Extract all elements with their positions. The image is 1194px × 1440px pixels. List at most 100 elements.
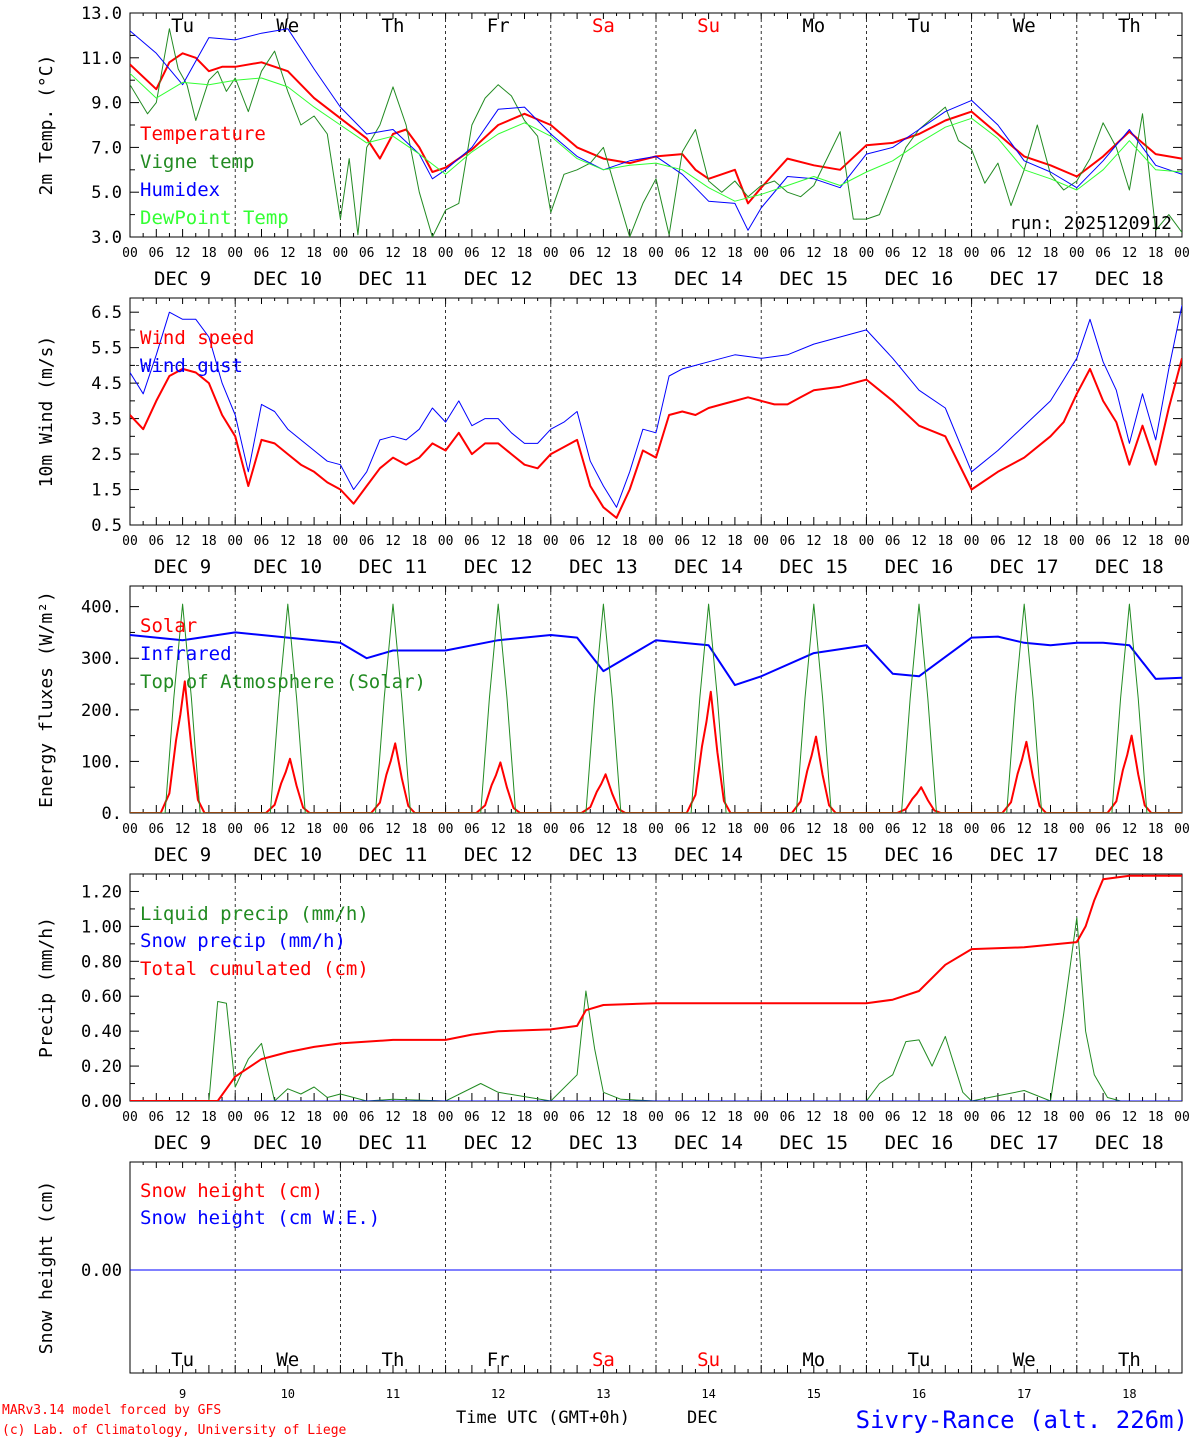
hour-tick-label: 12 [596, 1110, 612, 1125]
legend-entry: Solar [140, 615, 197, 637]
hour-tick-label: 00 [438, 534, 454, 549]
location-title: Sivry-Rance (alt. 226m) [856, 1406, 1188, 1434]
hour-tick-label: 12 [1016, 822, 1032, 837]
hour-tick-label: 00 [333, 246, 349, 261]
hour-tick-label: 06 [464, 246, 480, 261]
y-tick-label: 0.00 [81, 1261, 122, 1281]
hour-tick-label: 00 [964, 534, 980, 549]
hour-tick-label: 00 [122, 534, 138, 549]
date-label: DEC 16 [885, 1132, 954, 1154]
series-line-vigne-temp [130, 28, 1182, 237]
hour-tick-label: 00 [1174, 246, 1190, 261]
panel-5: 0.00 Snow height (cm) Snow height (cm) Snow… [36, 1161, 1183, 1401]
hour-tick-label: 00 [122, 1110, 138, 1125]
date-label: DEC 14 [674, 268, 743, 290]
hour-tick-label: 00 [753, 246, 769, 261]
hour-tick-label: 18 [201, 1110, 217, 1125]
hour-tick-label: 00 [859, 822, 875, 837]
y-tick-label: 0.5 [91, 516, 122, 536]
hour-tick-label: 12 [385, 246, 401, 261]
series-line-infrared [130, 631, 1182, 687]
hour-tick-label: 00 [227, 822, 243, 837]
y-axis-label: Snow height (cm) [36, 1181, 57, 1354]
date-label: DEC 13 [569, 268, 638, 290]
hour-tick-label: 00 [227, 246, 243, 261]
hour-tick-label: 00 [648, 822, 664, 837]
y-tick-label: 0.00 [81, 1092, 122, 1112]
weekday-label: Th [382, 15, 405, 37]
hour-tick-label: 00 [543, 534, 559, 549]
hour-tick-label: 00 [859, 1110, 875, 1125]
hour-tick-label: 18 [622, 1110, 638, 1125]
x-axis-title: Time UTC (GMT+0h) [456, 1408, 630, 1428]
weekday-label: Tu [171, 15, 194, 37]
series-line-total-cumulated-cm- [130, 874, 1182, 1101]
hour-tick-label: 06 [254, 1110, 270, 1125]
hour-tick-label: 18 [937, 822, 953, 837]
hour-tick-label: 12 [385, 534, 401, 549]
series-line-wind-gust [130, 304, 1182, 508]
hour-tick-label: 18 [832, 534, 848, 549]
hour-tick-label: 12 [1016, 246, 1032, 261]
credit-line-2: (c) Lab. of Climatology, University of L… [2, 1423, 347, 1438]
hour-tick-label: 12 [1016, 1110, 1032, 1125]
day-number-label: 15 [807, 1387, 821, 1401]
date-label: DEC 17 [990, 1132, 1059, 1154]
date-label: DEC 14 [674, 844, 743, 866]
hour-tick-label: 18 [411, 1110, 427, 1125]
date-label: DEC 16 [885, 556, 954, 578]
y-tick-label: 1.00 [81, 917, 122, 937]
hour-tick-label: 12 [806, 534, 822, 549]
hour-tick-label: 18 [201, 246, 217, 261]
hour-tick-label: 00 [543, 1110, 559, 1125]
hour-tick-label: 12 [490, 822, 506, 837]
hour-tick-label: 12 [175, 822, 191, 837]
date-label: DEC 14 [674, 556, 743, 578]
date-label: DEC 10 [253, 268, 322, 290]
hour-tick-label: 00 [122, 822, 138, 837]
hour-tick-label: 12 [806, 246, 822, 261]
legend-entry: Humidex [140, 179, 220, 201]
y-tick-label: 0.80 [81, 952, 122, 972]
hour-tick-label: 06 [254, 246, 270, 261]
date-label: DEC 17 [990, 556, 1059, 578]
y-tick-label: 4.5 [91, 374, 122, 394]
series-line-top-of-atmosphere-solar- [130, 603, 1182, 813]
hour-tick-label: 18 [832, 822, 848, 837]
hour-tick-label: 06 [148, 534, 164, 549]
y-tick-label: 0. [102, 804, 122, 824]
weekday-label: Tu [908, 1349, 931, 1371]
hour-tick-label: 12 [1016, 534, 1032, 549]
hour-tick-label: 06 [359, 534, 375, 549]
hour-tick-label: 06 [359, 1110, 375, 1125]
hour-tick-label: 18 [937, 534, 953, 549]
hour-tick-label: 00 [438, 822, 454, 837]
date-label: DEC 15 [779, 844, 848, 866]
hour-tick-label: 12 [701, 246, 717, 261]
hour-tick-label: 18 [411, 822, 427, 837]
weekday-label: Th [1118, 1349, 1141, 1371]
hour-tick-label: 12 [490, 534, 506, 549]
hour-tick-label: 00 [438, 246, 454, 261]
hour-tick-label: 00 [333, 1110, 349, 1125]
hour-tick-label: 18 [306, 1110, 322, 1125]
hour-tick-label: 06 [885, 534, 901, 549]
hour-tick-label: 12 [701, 822, 717, 837]
hour-tick-label: 12 [280, 822, 296, 837]
date-label: DEC 18 [1095, 556, 1164, 578]
hour-tick-label: 18 [201, 822, 217, 837]
hour-tick-label: 06 [569, 1110, 585, 1125]
hour-tick-label: 00 [333, 534, 349, 549]
hour-tick-label: 18 [201, 534, 217, 549]
hour-tick-label: 06 [148, 1110, 164, 1125]
hour-tick-label: 00 [438, 1110, 454, 1125]
day-number-label: 13 [596, 1387, 610, 1401]
hour-tick-label: 00 [648, 534, 664, 549]
hour-tick-label: 00 [1174, 534, 1190, 549]
panel-1: 00 06 12 18 00 06 12 18 00 06 12 18 00 06 12 18 00 06 12 18… [36, 4, 1190, 290]
hour-tick-label: 06 [1095, 246, 1111, 261]
hour-tick-label: 06 [780, 246, 796, 261]
hour-tick-label: 00 [333, 822, 349, 837]
day-number-label: 16 [912, 1387, 926, 1401]
hour-tick-label: 06 [674, 1110, 690, 1125]
